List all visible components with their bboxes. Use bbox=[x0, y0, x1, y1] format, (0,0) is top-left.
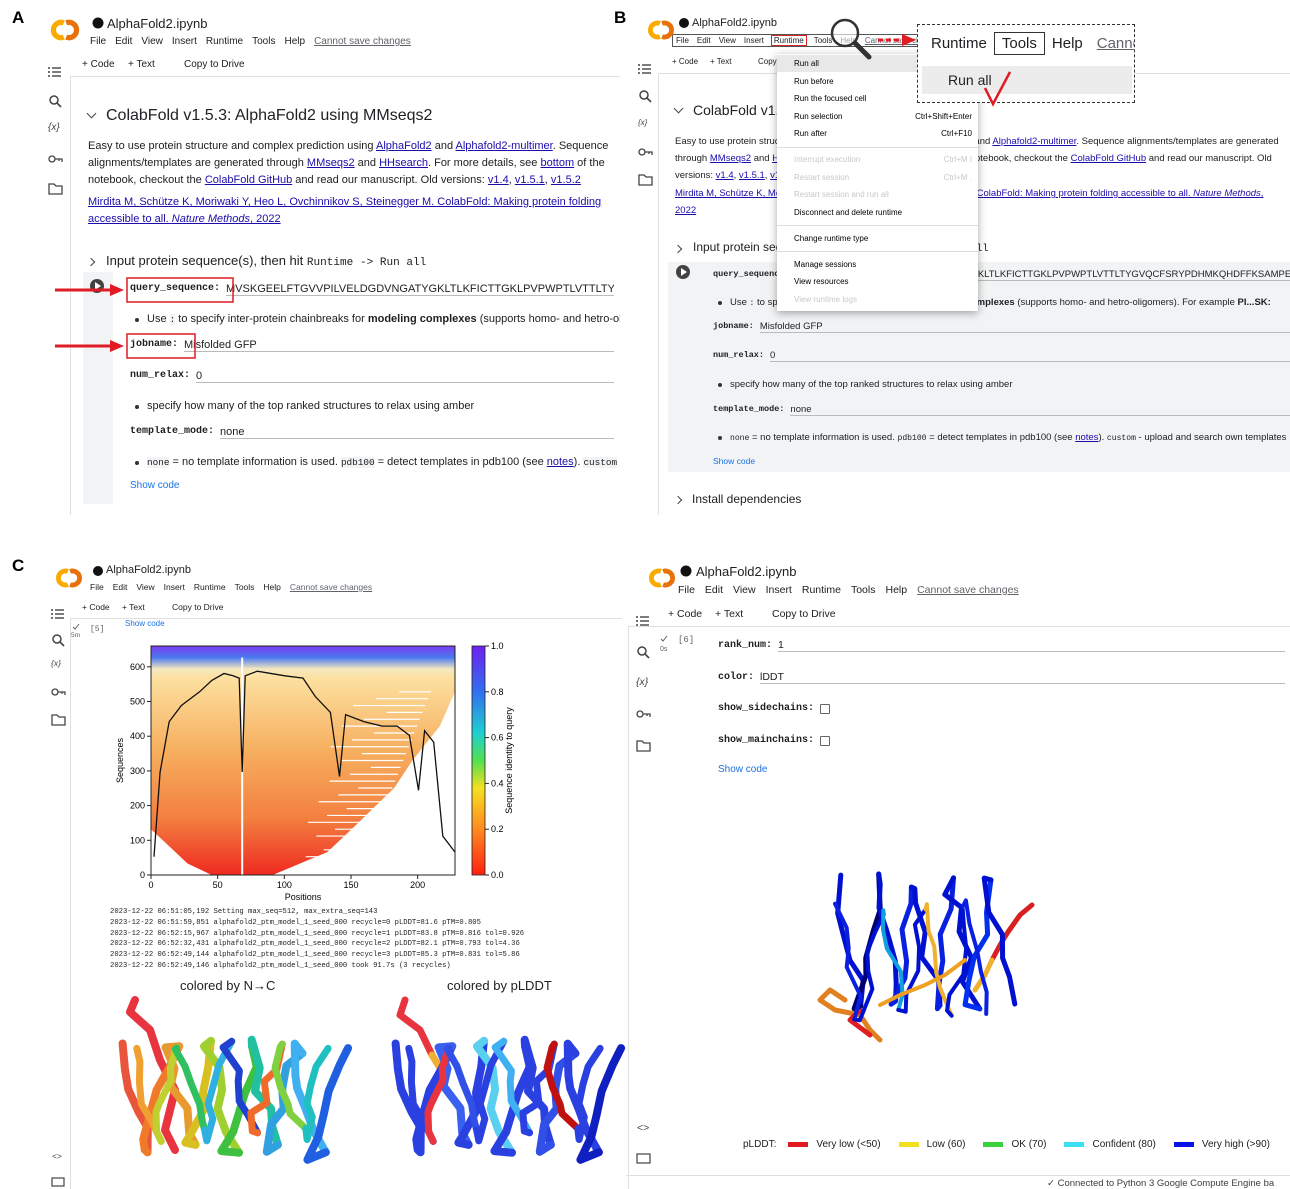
arrow-head bbox=[110, 284, 124, 296]
figure: 0501001502000100200300400500600Positions… bbox=[0, 0, 1290, 1189]
highlight-box bbox=[127, 334, 195, 358]
annotation-layer bbox=[0, 0, 1290, 1189]
check-mark bbox=[985, 72, 1010, 104]
arrow-head bbox=[110, 340, 124, 352]
magnifier bbox=[855, 43, 869, 57]
highlight-box bbox=[127, 278, 233, 302]
arrow-head bbox=[902, 34, 916, 46]
